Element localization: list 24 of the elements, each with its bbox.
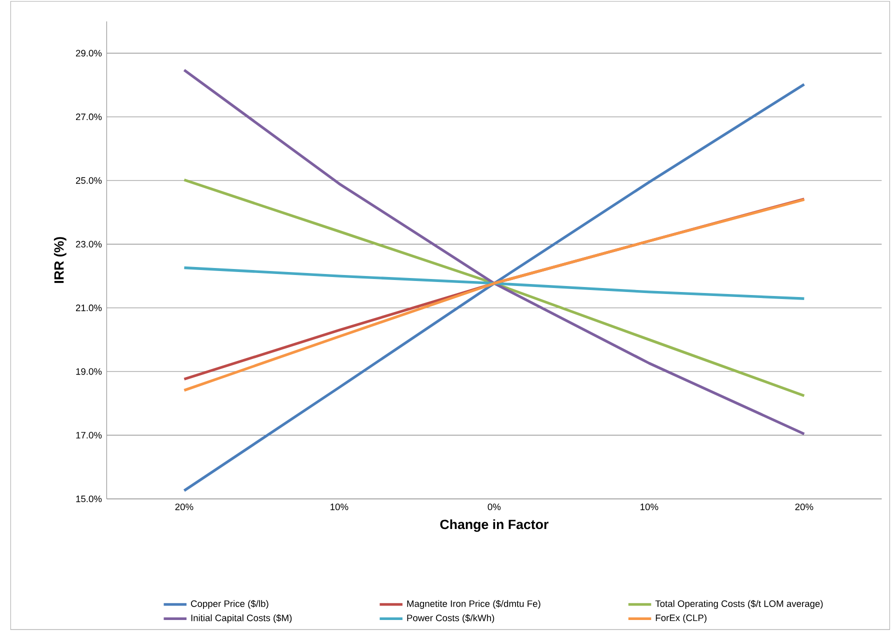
x-tick-label: 20%	[795, 504, 814, 510]
y-tick-label: 19.0%	[76, 368, 102, 376]
y-tick-label: 27.0%	[76, 114, 102, 120]
legend-label: Magnetite Iron Price ($/dmtu Fe)	[407, 600, 540, 610]
legend-label: ForEx (CLP)	[656, 614, 706, 624]
legend-label: Total Operating Costs ($/t LOM average)	[655, 600, 823, 610]
line-series	[182, 68, 806, 436]
y-axis-title: IRR (%)	[54, 237, 66, 284]
legend-label: Power Costs ($/kWh)	[407, 614, 494, 624]
line-series	[182, 83, 806, 492]
y-tick-label: 25.0%	[76, 177, 102, 184]
x-tick-label: 0%	[488, 504, 501, 510]
legend-label: Initial Capital Costs ($M)	[191, 614, 292, 624]
x-tick-label: 10%	[330, 504, 348, 510]
y-tick-label: 21.0%	[76, 304, 102, 312]
x-tick-label: 10%	[640, 504, 658, 510]
line-series	[182, 266, 806, 300]
y-tick-label: 29.0%	[76, 50, 102, 57]
y-tick-label: 23.0%	[76, 241, 102, 248]
y-tick-label: 17.0%	[76, 432, 102, 439]
legend-label: Copper Price ($/lb)	[191, 600, 268, 610]
x-axis-title: Change in Factor	[440, 520, 548, 532]
y-tick-label: 15.0%	[76, 496, 102, 502]
x-tick-label: 20%	[175, 504, 194, 510]
